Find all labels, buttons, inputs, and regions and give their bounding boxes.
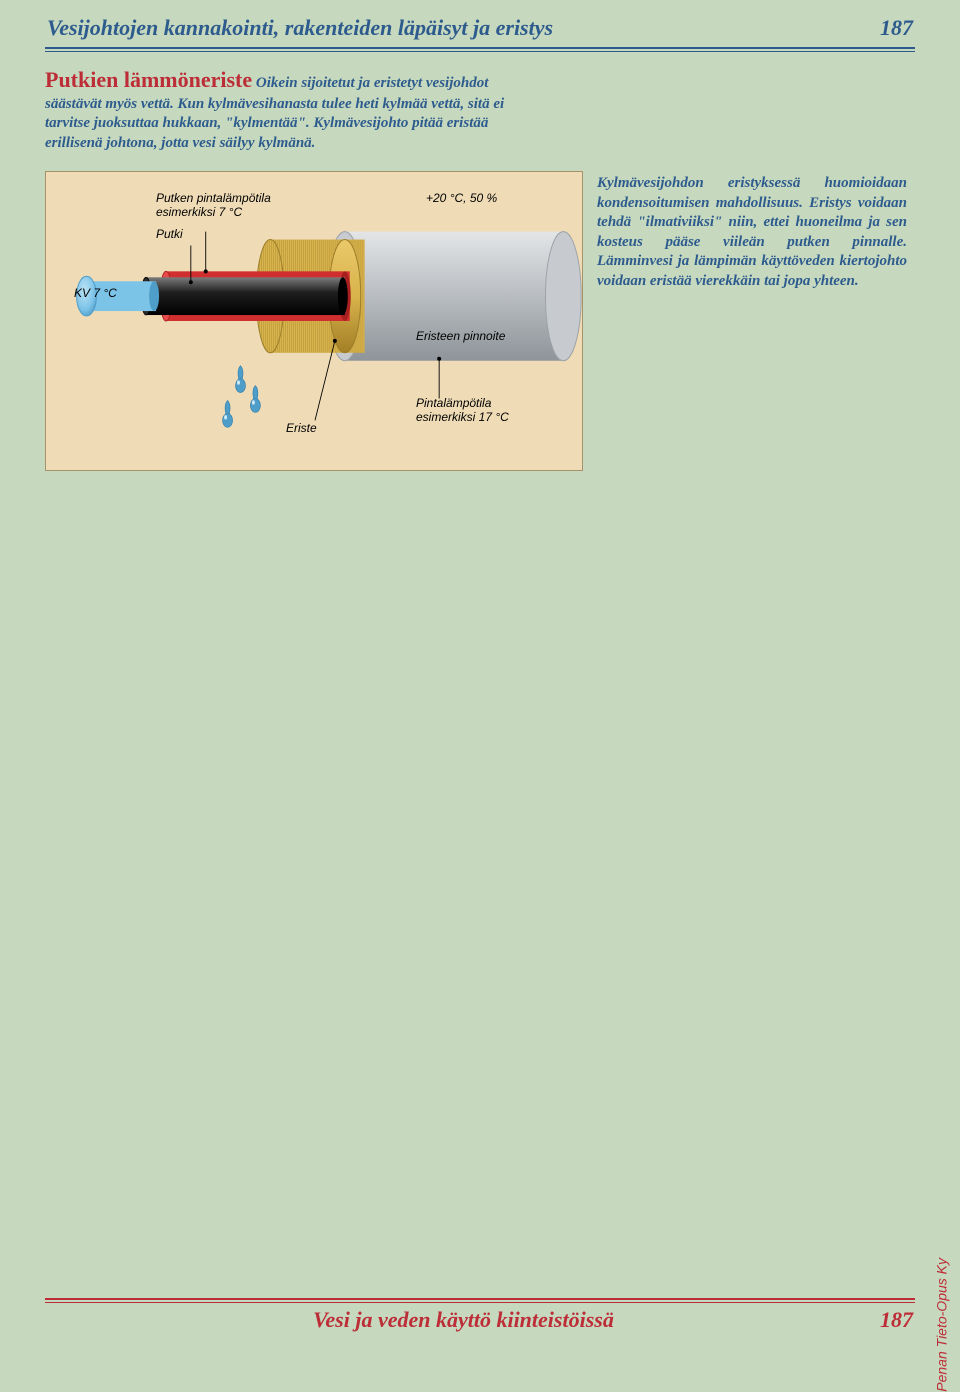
footer-title: Vesi ja veden käyttö kiinteistöissä xyxy=(313,1307,614,1333)
header-rule-light xyxy=(45,51,915,52)
intro-lead: Putkien lämmöneriste xyxy=(45,67,252,92)
label-putki: Putki xyxy=(156,228,183,242)
label-pintalampotila: Pintalämpötila esimerkiksi 17 °C xyxy=(416,397,509,425)
intro-paragraph: Putkien lämmöneriste Oikein sijoitetut j… xyxy=(45,66,525,153)
header-page-number: 187 xyxy=(880,15,913,41)
footer-page-number: 187 xyxy=(880,1307,913,1333)
header-rule-heavy xyxy=(45,47,915,49)
label-eristeen-pinnoite: Eristeen pinnoite xyxy=(416,330,505,344)
side-text: Kylmävesijohdon eristyksessä huomioidaan… xyxy=(597,171,907,291)
header-title: Vesijohtojen kannakointi, rakenteiden lä… xyxy=(47,15,553,41)
page-header: Vesijohtojen kannakointi, rakenteiden lä… xyxy=(45,15,915,45)
page-footer: Vesi ja veden käyttö kiinteistöissä 187 xyxy=(45,1298,915,1333)
footer-rule-heavy xyxy=(45,1298,915,1300)
label-eriste: Eriste xyxy=(286,422,317,436)
figure-row: KV 7 °C Putken pintalämpötila esimerkiks… xyxy=(45,171,915,471)
label-putken-pintalampo: Putken pintalämpötila esimerkiksi 7 °C xyxy=(156,192,271,220)
label-kv: KV 7 °C xyxy=(74,287,117,301)
label-ambient: +20 °C, 50 % xyxy=(426,192,497,206)
pipe-diagram: KV 7 °C Putken pintalämpötila esimerkiks… xyxy=(45,171,583,471)
publisher-side-text: Penan Tieto-Opus Ky xyxy=(934,1258,950,1392)
footer-rule-light xyxy=(45,1302,915,1303)
